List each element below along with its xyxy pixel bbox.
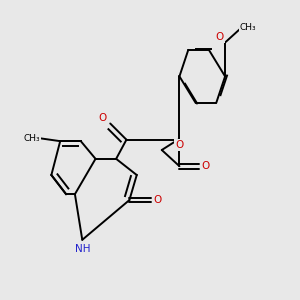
Text: NH: NH — [74, 244, 90, 254]
Text: O: O — [216, 32, 224, 42]
Text: O: O — [201, 161, 209, 171]
Text: CH₃: CH₃ — [24, 134, 40, 143]
Text: O: O — [175, 140, 184, 150]
Text: O: O — [99, 113, 107, 123]
Text: CH₃: CH₃ — [239, 23, 256, 32]
Text: O: O — [154, 195, 162, 205]
